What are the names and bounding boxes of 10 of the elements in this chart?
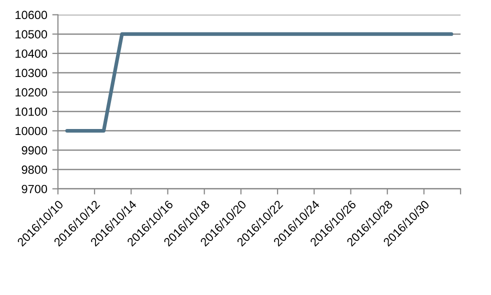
y-tick-label: 10100 [16,107,48,116]
y-tick-label: 10400 [16,49,48,58]
y-tick-label: 10600 [16,10,48,20]
y-tick-label: 10200 [16,88,48,96]
y-tick-label: 10300 [16,68,48,78]
y-tick-label: 9700 [22,184,48,194]
y-tick-label: 10500 [16,30,48,38]
y-tick-label: 10000 [16,126,48,136]
y-tick-label: 9800 [22,165,48,174]
y-tick-label: 9900 [22,146,48,155]
